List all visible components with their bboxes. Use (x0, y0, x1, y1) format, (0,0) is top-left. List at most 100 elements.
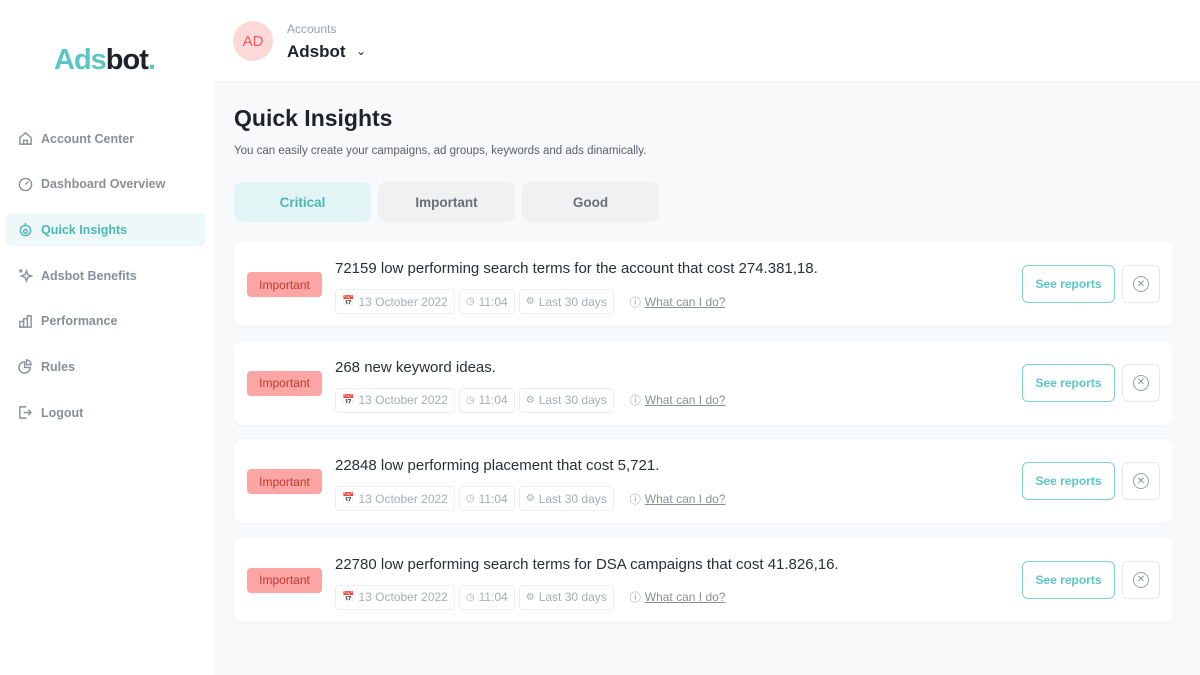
sidebar-item-label: Rules (41, 359, 76, 374)
date-chip: 📅 13 October 2022 (335, 584, 455, 610)
account-selector[interactable]: Adsbot (287, 42, 346, 61)
avatar[interactable]: AD (233, 21, 273, 61)
tab-critical[interactable]: Critical (234, 182, 371, 222)
sidebar-item-label: Performance (41, 314, 118, 329)
help-text: What can I do? (644, 393, 726, 407)
calendar-icon: 📅 (342, 394, 355, 406)
gauge-icon (18, 177, 33, 191)
chevron-down-icon[interactable]: ⌄ (356, 44, 367, 58)
date-text: 13 October 2022 (358, 590, 448, 604)
range-text: Last 30 days (538, 590, 607, 604)
sidebar-item-label: Logout (41, 405, 84, 420)
sidebar-item-label: Adsbot Benefits (41, 268, 137, 283)
sidebar-item-logout[interactable]: Logout (6, 396, 206, 429)
see-reports-button[interactable]: See reports (1022, 265, 1115, 303)
time-text: 11:04 (478, 491, 508, 506)
sidebar-item-dashboard-overview[interactable]: Dashboard Overview (6, 168, 206, 201)
range-icon: ⚙ (525, 394, 535, 406)
see-reports-button[interactable]: See reports (1022, 560, 1115, 599)
sidebar-item-performance[interactable]: Performance (6, 305, 206, 338)
sidebar-item-label: Dashboard Overview (41, 177, 166, 192)
range-chip: ⚙ Last 30 days (518, 486, 614, 511)
status-badge: Important (247, 370, 322, 396)
adsbot-logo[interactable]: Adsbot. (54, 44, 156, 76)
what-can-i-do-link[interactable]: ⓘ What can I do? (630, 491, 726, 507)
status-badge: Important (247, 272, 322, 297)
sidebar-nav: Account Center Dashboard Overview Quick … (6, 122, 206, 442)
insight-meta: 📅 13 October 2022 ◷ 11:04 ⚙ Last 30 days ⓘ W… (335, 486, 725, 511)
insight-title: 22848 low performing placement that cost… (335, 457, 660, 474)
sidebar-item-quick-insights[interactable]: Quick Insights (6, 213, 206, 247)
sidebar: Adsbot. Account Center Dashboard Overvie… (0, 0, 214, 675)
close-icon: ✕ (1133, 473, 1149, 489)
close-icon: ✕ (1133, 571, 1149, 588)
sidebar-item-adsbot-benefits[interactable]: Adsbot Benefits (6, 259, 206, 292)
time-chip: ◷ 11:04 (458, 387, 515, 413)
time-text: 11:04 (478, 393, 508, 407)
status-badge: Important (247, 469, 322, 494)
calendar-icon: 📅 (342, 493, 355, 504)
insight-card: Important 22848 low performing placement… (234, 439, 1173, 523)
range-icon: ⚙ (525, 591, 535, 603)
dismiss-button[interactable]: ✕ (1122, 265, 1160, 303)
what-can-i-do-link[interactable]: ⓘ What can I do? (630, 392, 726, 408)
dismiss-button[interactable]: ✕ (1122, 560, 1160, 599)
range-chip: ⚙ Last 30 days (518, 289, 614, 314)
date-chip: 📅 13 October 2022 (335, 289, 455, 314)
sidebar-item-label: Account Center (41, 131, 135, 146)
clock-icon: ◷ (465, 296, 475, 307)
what-can-i-do-link[interactable]: ⓘ What can I do? (630, 294, 726, 310)
time-chip: ◷ 11:04 (458, 486, 515, 511)
range-icon: ⚙ (525, 493, 535, 504)
see-reports-button[interactable]: See reports (1022, 363, 1115, 402)
page-subtitle: You can easily create your campaigns, ad… (234, 145, 647, 157)
date-text: 13 October 2022 (358, 294, 448, 309)
logout-icon (19, 406, 33, 419)
info-icon: ⓘ (629, 592, 641, 604)
insight-card: Important 268 new keyword ideas. 📅 13 Oct… (234, 340, 1173, 425)
tabs: Critical Important Good (234, 182, 659, 222)
date-text: 13 October 2022 (358, 491, 448, 506)
status-badge: Important (247, 567, 322, 593)
clock-icon: ◷ (465, 493, 475, 504)
insight-meta: 📅 13 October 2022 ◷ 11:04 ⚙ Last 30 days ⓘ W… (335, 387, 726, 413)
insight-title: 22780 low performing search terms for DS… (335, 555, 839, 573)
time-text: 11:04 (478, 590, 508, 604)
tab-important[interactable]: Important (378, 182, 515, 222)
see-reports-button[interactable]: See reports (1022, 462, 1115, 500)
info-icon: ⓘ (629, 493, 641, 506)
range-chip: ⚙ Last 30 days (518, 584, 614, 610)
time-text: 11:04 (478, 294, 508, 309)
dismiss-button[interactable]: ✕ (1122, 462, 1160, 500)
sidebar-item-rules[interactable]: Rules (6, 350, 206, 383)
range-text: Last 30 days (538, 491, 607, 506)
insight-list: Important 72159 low performing search te… (234, 242, 1173, 636)
what-can-i-do-link[interactable]: ⓘ What can I do? (630, 589, 726, 605)
insight-meta: 📅 13 October 2022 ◷ 11:04 ⚙ Last 30 days ⓘ W… (335, 584, 726, 610)
help-text: What can I do? (644, 590, 726, 604)
main-content: Quick Insights You can easily create you… (214, 82, 1200, 675)
clock-icon: ◷ (465, 591, 475, 603)
close-icon: ✕ (1133, 374, 1149, 391)
pie-icon (18, 359, 32, 375)
calendar-icon: 📅 (342, 296, 355, 307)
help-text: What can I do? (644, 491, 726, 506)
date-chip: 📅 13 October 2022 (335, 387, 455, 413)
info-icon: ⓘ (629, 395, 641, 407)
sparkle-icon (18, 268, 33, 284)
topbar: AD Accounts Adsbot ⌄ (214, 0, 1200, 82)
insight-meta: 📅 13 October 2022 ◷ 11:04 ⚙ Last 30 days ⓘ W… (335, 289, 725, 314)
dismiss-button[interactable]: ✕ (1122, 363, 1160, 402)
range-icon: ⚙ (525, 296, 535, 307)
range-text: Last 30 days (538, 393, 607, 407)
page-title: Quick Insights (234, 105, 393, 131)
range-text: Last 30 days (538, 294, 607, 309)
info-icon: ⓘ (629, 296, 641, 309)
tab-good[interactable]: Good (522, 182, 659, 222)
home-icon (19, 131, 32, 145)
insight-card: Important 72159 low performing search te… (234, 242, 1173, 326)
sidebar-item-label: Quick Insights (41, 222, 128, 237)
insight-title: 268 new keyword ideas. (335, 358, 496, 376)
help-text: What can I do? (644, 294, 726, 309)
sidebar-item-account-center[interactable]: Account Center (6, 122, 206, 155)
